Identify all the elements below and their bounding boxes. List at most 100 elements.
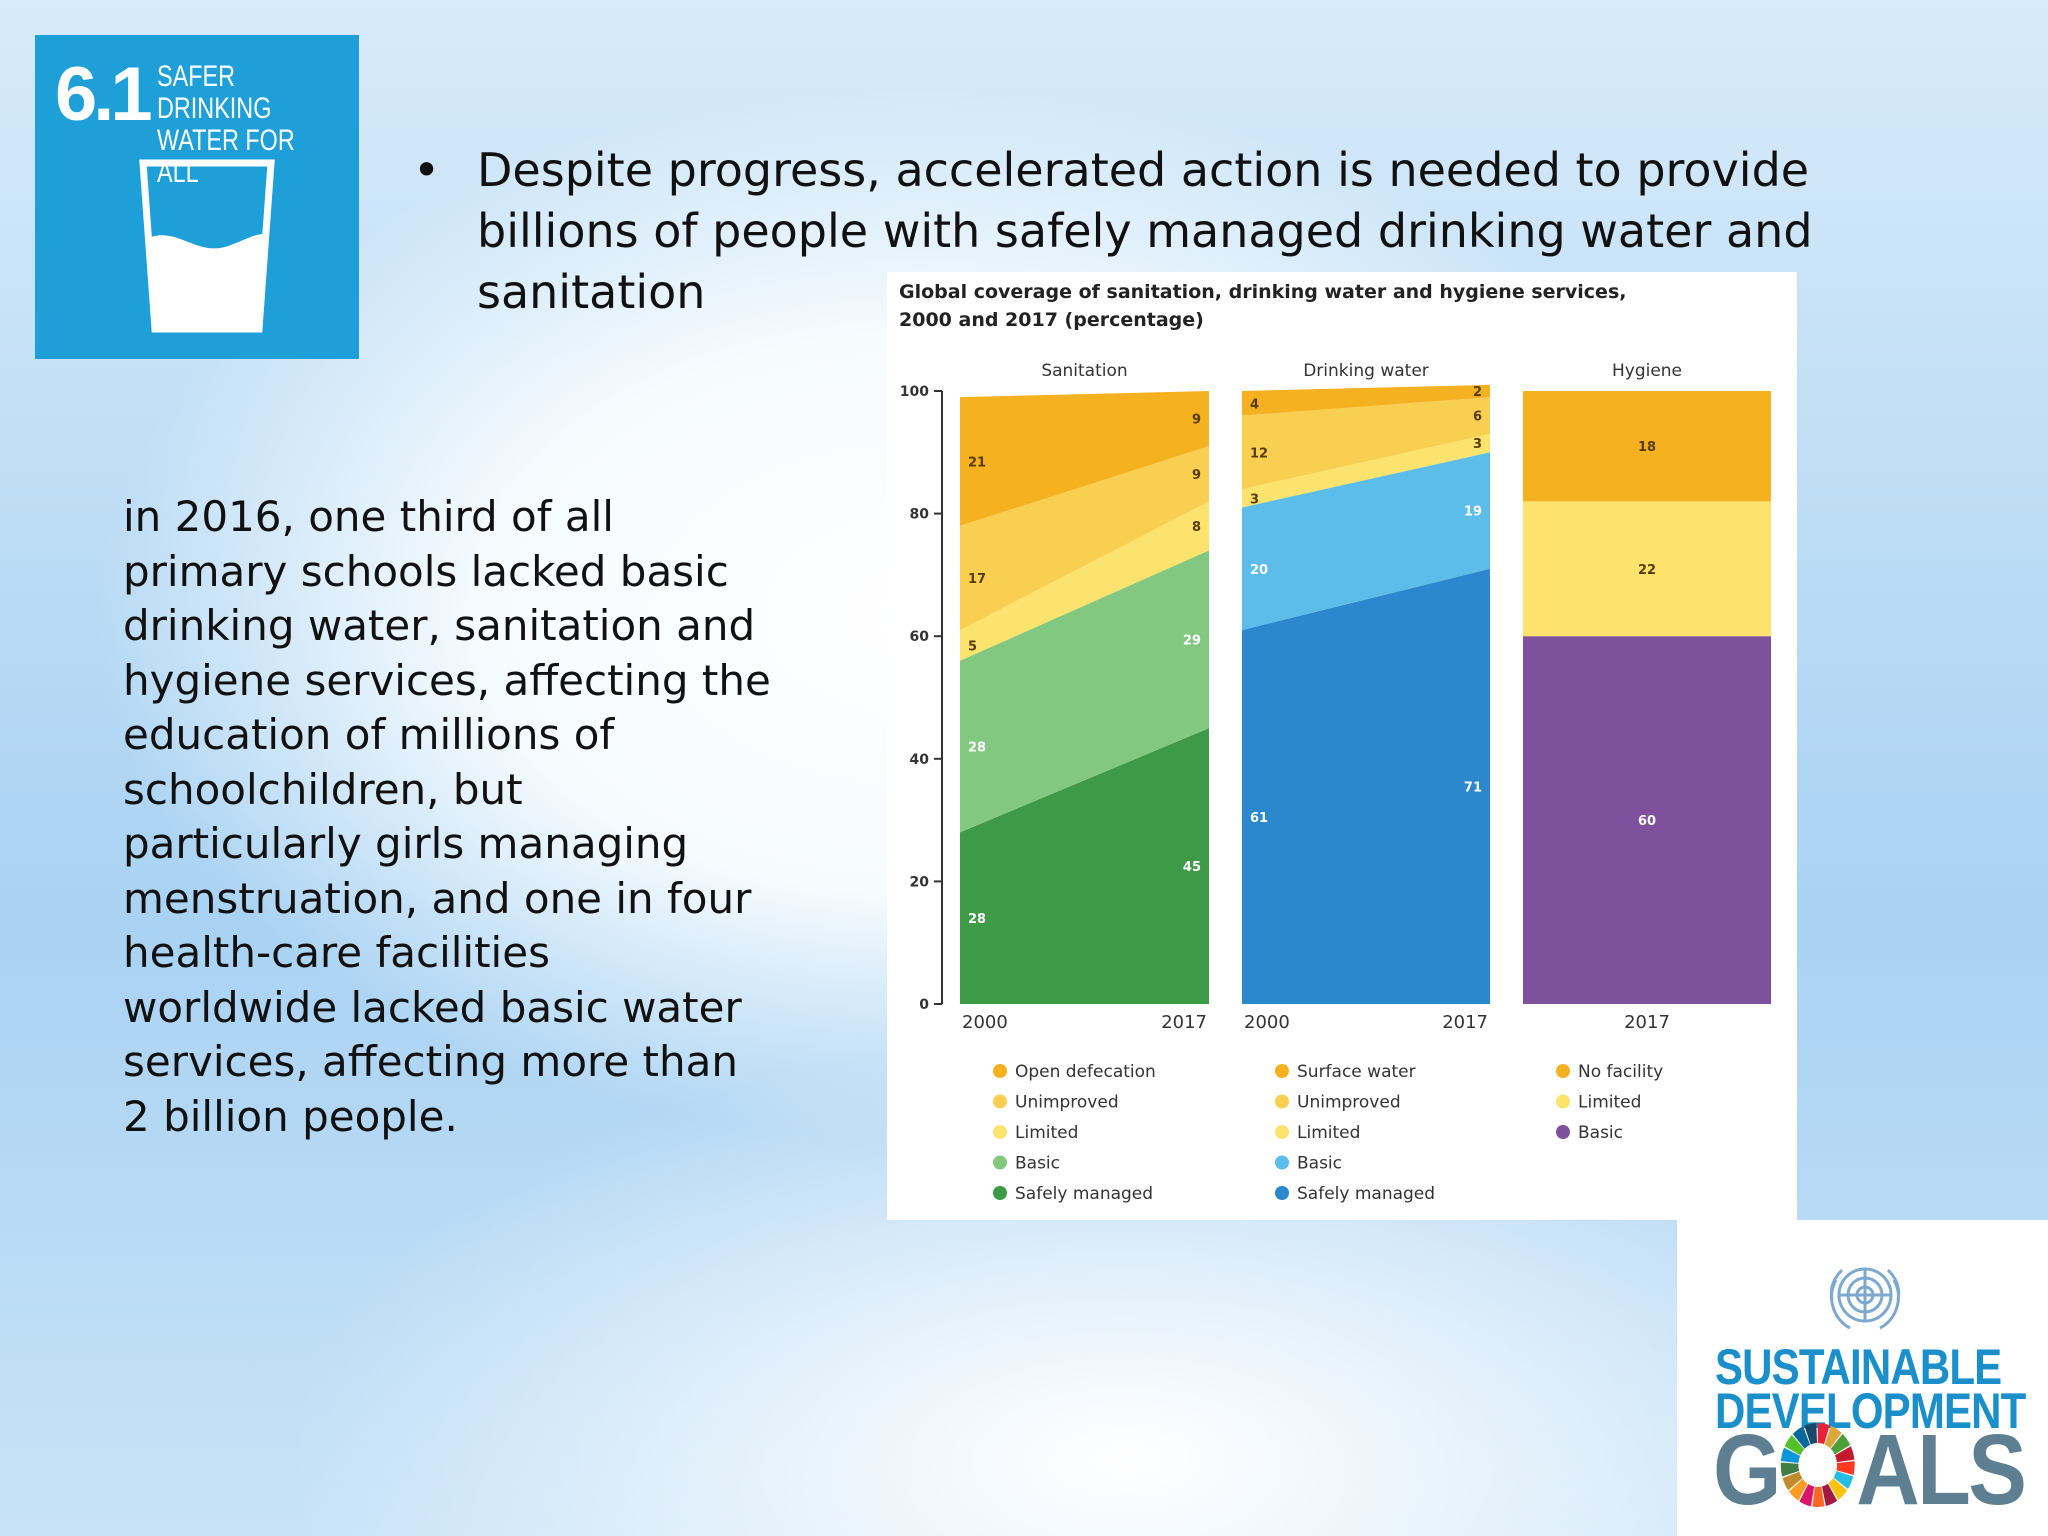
data-label: 21	[968, 455, 986, 470]
data-label: 28	[968, 912, 986, 927]
area-band	[960, 501, 1209, 661]
target-title-line-2: WATER FOR ALL	[157, 124, 295, 190]
legend-swatch	[993, 1094, 1007, 1109]
y-tick-label: 20	[910, 874, 930, 890]
legend-label: Basic	[1578, 1123, 1623, 1143]
legend-label: Safely managed	[1015, 1184, 1153, 1204]
y-tick-label: 80	[910, 507, 930, 523]
sdg-logo: SUSTAINABLE DEVELOPMENT G ALS	[1677, 1220, 2048, 1536]
wheel-segment	[1804, 1423, 1817, 1445]
bullet-text: Despite progress, accelerated action is …	[477, 143, 1813, 319]
data-label: 12	[1250, 446, 1268, 461]
legend-label: No facility	[1578, 1062, 1663, 1082]
data-label: 3	[1473, 437, 1482, 452]
data-label: 61	[1250, 811, 1268, 826]
sdg-color-wheel-icon	[1780, 1423, 1855, 1507]
y-tick-label: 60	[910, 629, 930, 645]
panel-title: Drinking water	[1303, 361, 1429, 381]
data-label: 71	[1464, 780, 1482, 795]
legend-label: Basic	[1015, 1154, 1060, 1174]
wheel-segment	[1817, 1423, 1830, 1445]
sdg-line-development: DEVELOPMENT	[1715, 1383, 2026, 1439]
sdg-goals-rest: ALS	[1856, 1414, 2027, 1526]
data-label: 29	[1183, 633, 1201, 648]
wheel-segment	[1792, 1426, 1810, 1449]
legend-label: Limited	[1578, 1093, 1641, 1113]
side-paragraph: in 2016, one third of all primary school…	[123, 492, 771, 1141]
stacked-bar-segment	[1523, 501, 1771, 637]
wheel-segment	[1821, 1483, 1837, 1506]
chart-title-line-1: Global coverage of sanitation, drinking …	[899, 281, 1626, 303]
data-label: 6	[1473, 410, 1482, 425]
area-band	[1242, 433, 1490, 508]
legend-swatch	[993, 1186, 1007, 1200]
area-band	[960, 728, 1209, 1004]
wheel-segment	[1830, 1433, 1850, 1455]
x-tick-label: 2000	[1244, 1012, 1290, 1033]
wheel-segment	[1799, 1484, 1814, 1507]
legend-swatch	[993, 1064, 1007, 1078]
legend-swatch	[1275, 1186, 1289, 1200]
x-tick-label: 2017	[1624, 1012, 1670, 1033]
data-label: 17	[968, 572, 986, 587]
area-band	[1242, 384, 1490, 416]
target-title-line-1: SAFER DRINKING	[157, 60, 272, 126]
stacked-bar-segment	[1523, 391, 1771, 502]
water-glass-icon	[139, 159, 275, 333]
legend-swatch	[1275, 1155, 1289, 1170]
area-band	[960, 446, 1209, 631]
wheel-segment	[1780, 1462, 1799, 1477]
legend-swatch	[993, 1125, 1007, 1139]
wheel-segment	[1833, 1471, 1854, 1490]
wheel-segment	[1824, 1425, 1842, 1449]
bullet-symbol: •	[413, 143, 441, 197]
data-label: 20	[1250, 563, 1268, 578]
data-label: 22	[1638, 563, 1656, 578]
legend-label: Safely managed	[1297, 1184, 1435, 1204]
x-tick-label: 2000	[962, 1012, 1008, 1033]
area-band	[960, 550, 1209, 833]
y-tick-label: 0	[919, 997, 929, 1013]
data-label: 8	[1192, 520, 1201, 535]
wheel-segment	[1812, 1486, 1825, 1507]
stacked-bar-segment	[1523, 636, 1771, 1004]
x-tick-label: 2017	[1442, 1012, 1488, 1033]
data-label: 45	[1183, 860, 1201, 875]
data-label: 19	[1464, 505, 1482, 520]
legend-label: Surface water	[1297, 1062, 1416, 1082]
area-band	[960, 391, 1209, 526]
sdg-line-sustainable: SUSTAINABLE	[1715, 1339, 2002, 1395]
panel-title: Sanitation	[1041, 361, 1127, 381]
target-title: SAFER DRINKING WATER FOR ALL	[157, 60, 336, 190]
legend-swatch	[1275, 1125, 1289, 1139]
legend-label: Limited	[1297, 1123, 1360, 1143]
wheel-segment	[1788, 1478, 1808, 1501]
x-tick-label: 2017	[1161, 1012, 1207, 1033]
legend-label: Unimproved	[1297, 1093, 1401, 1113]
legend-swatch	[1275, 1094, 1289, 1109]
chart-svg: Global coverage of sanitation, drinking …	[899, 281, 1771, 1204]
wheel-segment	[1782, 1471, 1803, 1491]
sdg-goals-g: G	[1713, 1414, 1781, 1526]
sdg-goals-word: G ALS	[1713, 1420, 2027, 1520]
data-label: 3	[1250, 492, 1259, 507]
wheel-segment	[1828, 1478, 1848, 1500]
data-label: 18	[1638, 440, 1656, 455]
area-band	[1242, 568, 1490, 1004]
wheel-segment	[1780, 1447, 1800, 1463]
sdg-target-tile: 6.1 SAFER DRINKING WATER FOR ALL	[35, 35, 359, 359]
data-label: 2	[1473, 385, 1482, 400]
data-label: 9	[1192, 468, 1201, 483]
legend-swatch	[1556, 1125, 1570, 1139]
legend-label: Open defecation	[1015, 1062, 1156, 1082]
area-band	[1242, 397, 1490, 490]
area-band	[1242, 452, 1490, 631]
legend-swatch	[1556, 1094, 1570, 1109]
wheel-segment	[1834, 1446, 1855, 1463]
y-tick-label: 40	[910, 752, 930, 768]
chart-title-line-2: 2000 and 2017 (percentage)	[899, 309, 1204, 331]
legend-swatch	[993, 1155, 1007, 1170]
legend-swatch	[1275, 1064, 1289, 1078]
un-emblem-icon	[1829, 1267, 1901, 1330]
y-tick-label: 100	[900, 384, 929, 400]
